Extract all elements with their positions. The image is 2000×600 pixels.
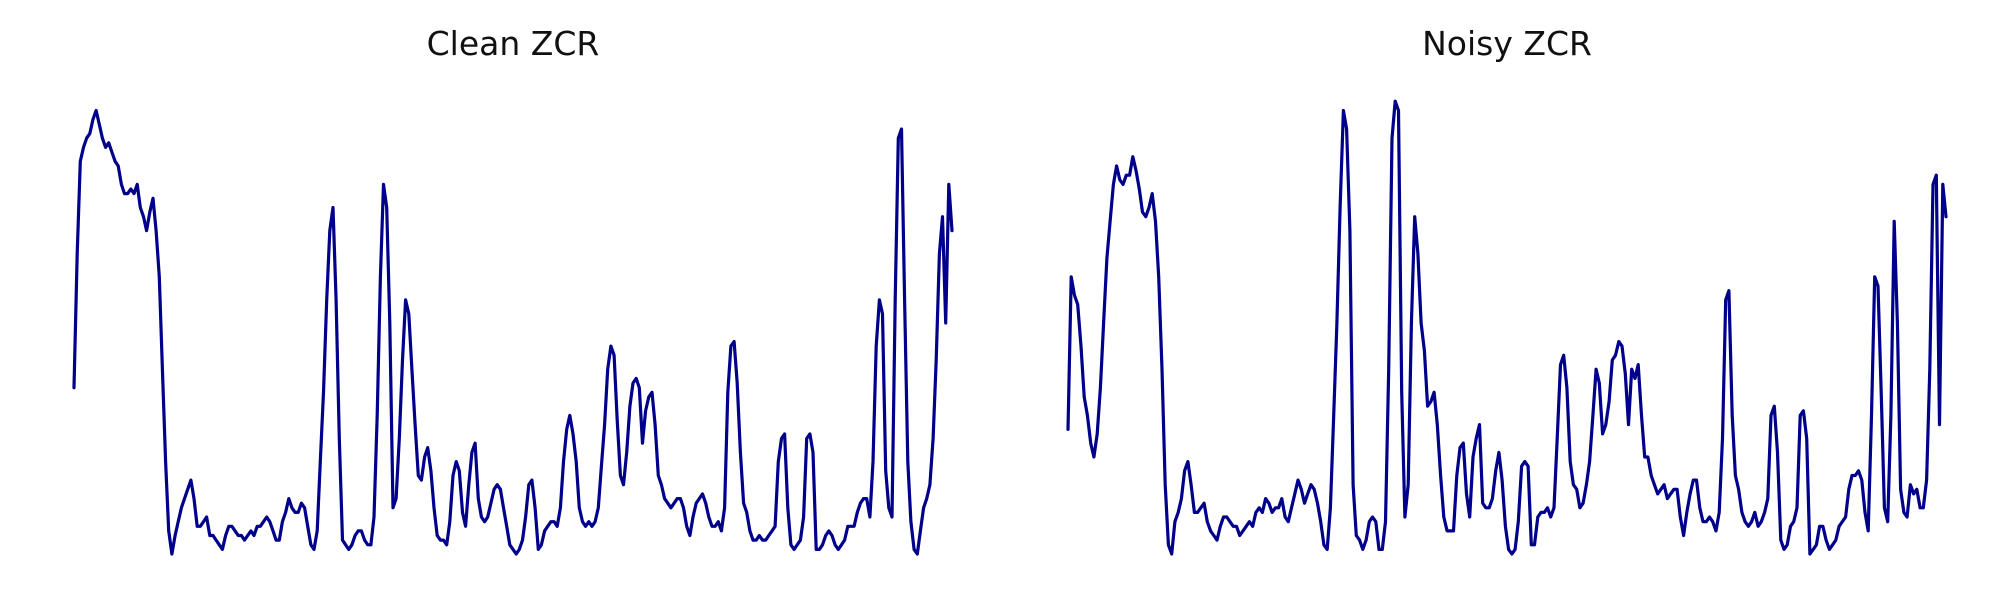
chart-title: Noisy ZCR <box>1422 24 1592 63</box>
chart-title: Clean ZCR <box>426 24 600 63</box>
noisy-zcr-panel: Noisy ZCR <box>1042 0 1972 600</box>
noisy-zcr-plot <box>1066 99 1948 556</box>
clean-zcr-panel: Clean ZCR <box>48 0 978 600</box>
zcr-series-line <box>72 108 954 556</box>
zcr-series-line <box>1066 99 1948 556</box>
clean-zcr-plot <box>72 108 954 556</box>
